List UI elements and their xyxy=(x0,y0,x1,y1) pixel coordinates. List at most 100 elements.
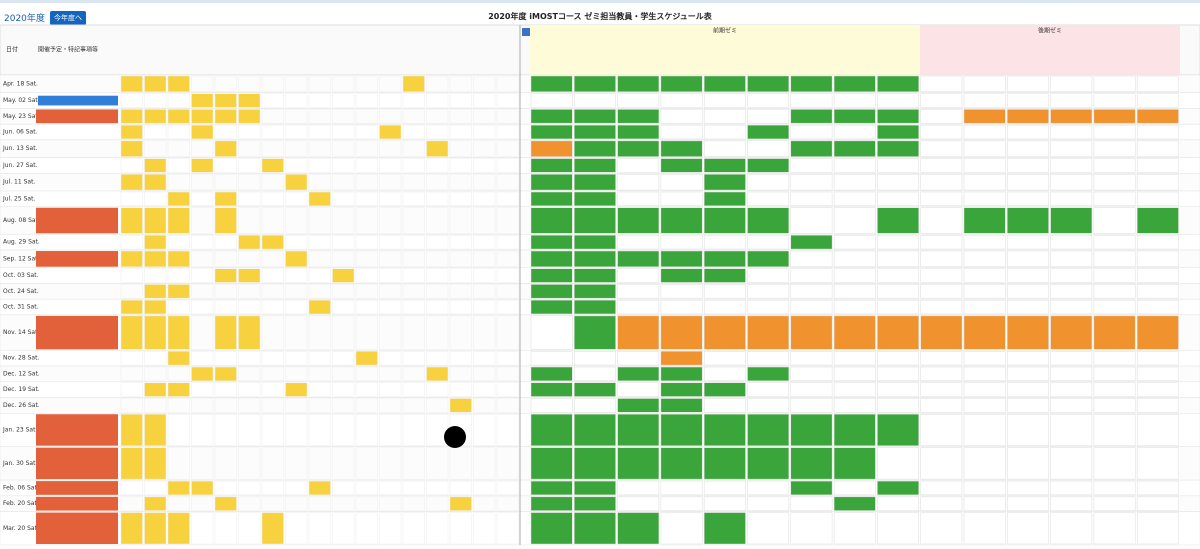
teacher-cell xyxy=(449,158,472,173)
teacher-cell xyxy=(496,496,519,511)
student-cell xyxy=(1136,480,1179,496)
teacher-cell xyxy=(238,93,261,108)
student-cell xyxy=(703,158,746,173)
teacher-cell xyxy=(308,235,331,250)
teacher-cell xyxy=(120,496,143,511)
student-cell xyxy=(1050,158,1093,173)
year-select[interactable]: 2020年度 xyxy=(4,14,45,24)
teacher-cell xyxy=(379,140,402,157)
student-cell xyxy=(1050,93,1093,108)
teacher-cell xyxy=(285,351,308,366)
teacher-cell xyxy=(167,299,190,315)
student-cell xyxy=(574,250,616,267)
date-cell: Aug. 08 Sat. xyxy=(3,217,40,224)
teacher-cell xyxy=(261,480,284,496)
student-cell xyxy=(963,366,1006,382)
student-cell xyxy=(790,75,833,92)
teacher-cell xyxy=(496,382,519,397)
teacher-cell xyxy=(449,480,472,496)
teacher-cell xyxy=(332,480,355,496)
teacher-cell xyxy=(167,496,190,511)
this-year-button[interactable]: 今年度へ xyxy=(50,11,86,25)
teacher-cell xyxy=(496,191,519,207)
student-cell xyxy=(1007,268,1049,283)
teacher-cell xyxy=(261,315,284,350)
teacher-cell xyxy=(261,512,284,545)
teacher-cell xyxy=(144,140,167,157)
teacher-cell xyxy=(496,366,519,382)
student-cell xyxy=(833,158,876,173)
teacher-cell xyxy=(144,512,167,545)
teacher-cell xyxy=(167,447,190,480)
student-cell xyxy=(963,351,1006,366)
student-cell xyxy=(833,413,876,446)
student-cell xyxy=(920,398,963,413)
teacher-cell xyxy=(308,382,331,397)
student-cell xyxy=(617,315,660,350)
teacher-cell xyxy=(308,480,331,496)
teacher-cell xyxy=(120,207,143,234)
student-cell xyxy=(617,207,660,234)
date-cell: Jul. 11 Sat. xyxy=(2,179,35,186)
student-cell xyxy=(877,496,919,511)
student-cell xyxy=(617,235,660,250)
student-cell xyxy=(833,207,876,234)
teacher-cell xyxy=(449,366,472,382)
date-cell: Oct. 24 Sat. xyxy=(3,288,39,295)
teacher-cell xyxy=(191,480,214,496)
student-cell xyxy=(530,496,573,511)
teacher-cell xyxy=(332,250,355,267)
teacher-cell xyxy=(379,174,402,191)
teacher-cell xyxy=(120,174,143,191)
teacher-cell xyxy=(238,351,261,366)
student-cell xyxy=(1007,109,1049,124)
teacher-cell xyxy=(144,413,167,446)
teacher-cell xyxy=(308,75,331,92)
student-cell xyxy=(1050,366,1093,382)
teacher-cell xyxy=(496,140,519,157)
student-cell xyxy=(1007,174,1049,191)
student-cell xyxy=(660,512,703,545)
student-cell xyxy=(963,447,1006,480)
teacher-cell xyxy=(473,496,496,511)
student-cell xyxy=(1050,382,1093,397)
student-cell xyxy=(920,268,963,283)
teacher-cell xyxy=(285,109,308,124)
teacher-cell xyxy=(285,235,308,250)
teacher-cell xyxy=(402,158,425,173)
student-cell xyxy=(877,268,919,283)
teacher-cell xyxy=(285,284,308,299)
teacher-cell xyxy=(332,299,355,315)
teacher-cell xyxy=(308,299,331,315)
student-cell xyxy=(963,174,1006,191)
teacher-cell xyxy=(285,268,308,283)
teacher-cell xyxy=(355,447,378,480)
student-cell xyxy=(660,75,703,92)
student-cell xyxy=(1050,299,1093,315)
group-header: 後期ゼミ xyxy=(1038,27,1062,35)
teacher-cell xyxy=(355,109,378,124)
teacher-cell xyxy=(355,250,378,267)
teacher-cell xyxy=(120,299,143,315)
student-cell xyxy=(1050,124,1093,140)
student-cell xyxy=(703,250,746,267)
teacher-cell xyxy=(120,382,143,397)
student-cell xyxy=(877,351,919,366)
teacher-cell xyxy=(167,191,190,207)
date-cell: Jun. 27 Sat. xyxy=(2,162,38,169)
student-cell xyxy=(877,315,919,350)
teacher-cell xyxy=(496,124,519,140)
teacher-cell xyxy=(355,174,378,191)
teacher-cell xyxy=(238,284,261,299)
teacher-cell xyxy=(379,315,402,350)
note-cell xyxy=(36,414,118,446)
student-cell xyxy=(1136,93,1179,108)
teacher-cell xyxy=(308,140,331,157)
student-cell xyxy=(1050,207,1093,234)
teacher-cell xyxy=(167,124,190,140)
teacher-cell xyxy=(167,315,190,350)
teacher-cell xyxy=(402,174,425,191)
date-cell: Feb. 06 Sat. xyxy=(3,484,39,491)
teacher-cell xyxy=(144,93,167,108)
